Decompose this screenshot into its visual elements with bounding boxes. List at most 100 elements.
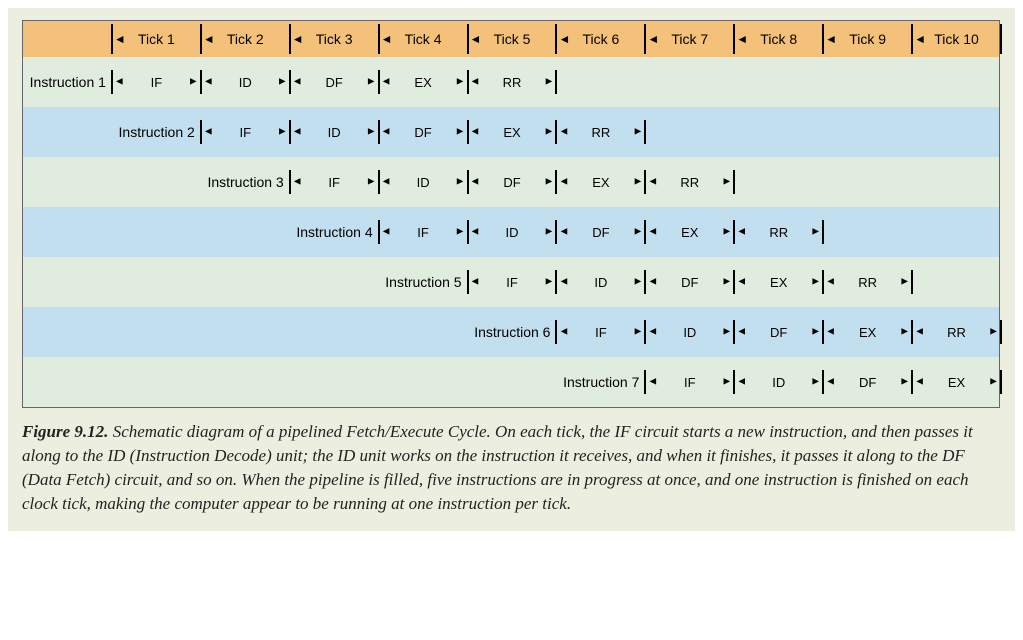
instruction-label: Instruction 4 — [296, 224, 372, 240]
instruction-row: Instruction 6◄►IF◄►ID◄►DF◄►EX◄►RR — [23, 307, 999, 357]
stage-vmark — [555, 270, 557, 294]
figure-container: ◄Tick 1◄Tick 2◄Tick 3◄Tick 4◄Tick 5◄Tick… — [8, 8, 1015, 531]
arrow-left-icon: ◄ — [558, 127, 569, 138]
stage-label: EX — [859, 325, 876, 340]
stage-vmark — [467, 70, 469, 94]
arrow-left-icon: ◄ — [647, 33, 659, 45]
stage-cell: ◄►ID — [201, 70, 290, 94]
stage-label: IF — [684, 375, 696, 390]
stage-vmark — [733, 320, 735, 344]
stage-label: EX — [592, 175, 609, 190]
arrow-left-icon: ◄ — [647, 177, 658, 188]
stage-cell: ◄►DF — [290, 70, 379, 94]
stage-cell: ◄►IF — [556, 320, 645, 344]
tick-cell: ◄ Tick 7 — [645, 21, 734, 57]
arrow-left-icon: ◄ — [647, 227, 658, 238]
tick-cell: ◄Tick 3 — [290, 21, 379, 57]
tick-cell: ◄Tick 9 — [823, 21, 912, 57]
stage-vmark — [644, 270, 646, 294]
tick-vmark — [911, 24, 913, 54]
arrow-left-icon: ◄ — [292, 177, 303, 188]
arrow-right-icon: ► — [366, 77, 377, 88]
arrow-left-icon: ◄ — [203, 77, 214, 88]
stage-label: IF — [506, 275, 518, 290]
stage-cell: ◄►IF — [645, 370, 734, 394]
stage-cell: ◄►RR — [468, 70, 557, 94]
stage-cell: ◄►ID — [645, 320, 734, 344]
arrow-right-icon: ► — [366, 177, 377, 188]
arrow-right-icon: ► — [188, 77, 199, 88]
arrow-right-icon: ► — [988, 377, 999, 388]
arrow-left-icon: ◄ — [203, 33, 215, 45]
stage-vmark — [555, 70, 557, 94]
instruction-label: Instruction 3 — [207, 174, 283, 190]
stage-cell: ◄►EX — [734, 270, 823, 294]
arrow-left-icon: ◄ — [558, 277, 569, 288]
arrow-left-icon: ◄ — [558, 33, 570, 45]
stage-vmark — [644, 120, 646, 144]
tick-label: Tick 10 — [934, 31, 979, 47]
arrow-left-icon: ◄ — [825, 277, 836, 288]
stage-vmark — [733, 220, 735, 244]
tick-label: Tick 1 — [138, 31, 175, 47]
arrow-left-icon: ◄ — [558, 177, 569, 188]
arrow-left-icon: ◄ — [736, 377, 747, 388]
arrow-left-icon: ◄ — [114, 77, 125, 88]
arrow-left-icon: ◄ — [381, 77, 392, 88]
tick-vmark — [555, 24, 557, 54]
stage-cell: ◄►DF — [823, 370, 912, 394]
tick-cell: ◄Tick 2 — [201, 21, 290, 57]
arrow-left-icon: ◄ — [647, 277, 658, 288]
tick-vmark — [467, 24, 469, 54]
stage-vmark — [1000, 370, 1002, 394]
arrow-left-icon: ◄ — [470, 77, 481, 88]
arrow-left-icon: ◄ — [470, 227, 481, 238]
stage-vmark — [644, 320, 646, 344]
arrow-right-icon: ► — [810, 227, 821, 238]
stage-cell: ◄►RR — [556, 120, 645, 144]
arrow-right-icon: ► — [899, 377, 910, 388]
stage-vmark — [467, 270, 469, 294]
instruction-row: Instruction 2◄►IF◄►ID◄►DF◄►EX◄►RR — [23, 107, 999, 157]
stage-label: IF — [239, 125, 251, 140]
arrow-right-icon: ► — [899, 327, 910, 338]
tick-vmark — [1000, 24, 1002, 54]
pipeline-chart: ◄Tick 1◄Tick 2◄Tick 3◄Tick 4◄Tick 5◄Tick… — [22, 20, 1000, 408]
stage-cell: ◄►ID — [556, 270, 645, 294]
tick-vmark — [644, 24, 646, 54]
stage-vmark — [289, 170, 291, 194]
stage-label: DF — [414, 125, 431, 140]
stage-vmark — [822, 320, 824, 344]
stage-label: DF — [503, 175, 520, 190]
arrow-right-icon: ► — [366, 127, 377, 138]
tick-cell: ◄Tick 8 — [734, 21, 823, 57]
arrow-right-icon: ► — [632, 327, 643, 338]
arrow-right-icon: ► — [810, 377, 821, 388]
stage-label: IF — [328, 175, 340, 190]
stage-cell: ◄►IF — [379, 220, 468, 244]
tick-label: Tick 7 — [671, 31, 708, 47]
arrow-left-icon: ◄ — [381, 127, 392, 138]
arrow-left-icon: ◄ — [825, 327, 836, 338]
instruction-label: Instruction 5 — [385, 274, 461, 290]
stage-label: DF — [681, 275, 698, 290]
tick-cell: ◄Tick 5 — [468, 21, 557, 57]
arrow-right-icon: ► — [277, 127, 288, 138]
stage-cell: ◄►DF — [556, 220, 645, 244]
arrow-left-icon: ◄ — [114, 33, 126, 45]
stage-label: EX — [681, 225, 698, 240]
arrow-right-icon: ► — [544, 127, 555, 138]
stage-label: ID — [772, 375, 785, 390]
stage-cell: ◄►EX — [645, 220, 734, 244]
stage-label: DF — [592, 225, 609, 240]
arrow-right-icon: ► — [544, 77, 555, 88]
arrow-right-icon: ► — [988, 327, 999, 338]
stage-vmark — [555, 320, 557, 344]
arrow-right-icon: ► — [632, 277, 643, 288]
stage-vmark — [911, 320, 913, 344]
stage-cell: ◄►EX — [556, 170, 645, 194]
stage-label: ID — [417, 175, 430, 190]
arrow-left-icon: ◄ — [914, 327, 925, 338]
stage-cell: ◄►IF — [112, 70, 201, 94]
arrow-right-icon: ► — [544, 227, 555, 238]
